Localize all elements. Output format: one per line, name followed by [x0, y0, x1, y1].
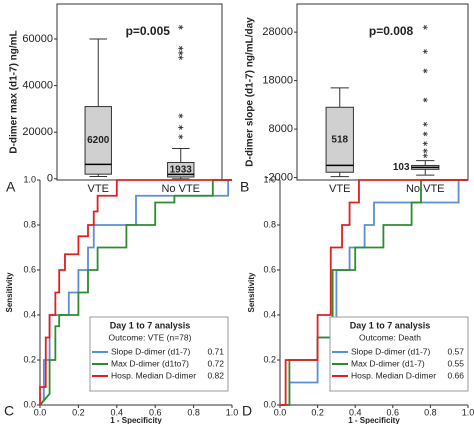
outlier	[422, 24, 428, 30]
x-tick-label: VTE	[329, 183, 350, 195]
outlier	[422, 141, 428, 147]
outlier	[178, 24, 184, 30]
outlier	[422, 153, 428, 159]
legend-label: Max D-dimer (d1to7)	[111, 358, 189, 368]
x-tick-label: 0.4	[349, 407, 362, 417]
x-tick-label: 0.8	[187, 407, 200, 417]
y-tick-label: 0.4	[23, 309, 36, 319]
x-tick-label: 0.0	[34, 407, 47, 417]
x-tick-label: 0.6	[387, 407, 400, 417]
median-label: 6200	[87, 135, 110, 146]
y-tick-label: 1.0	[23, 174, 36, 184]
roc-curve	[39, 179, 232, 405]
y-axis-label: D-dimer max (d1-7) ng/mL	[9, 30, 20, 153]
x-tick-label: 0.2	[311, 407, 324, 417]
y-axis-label: Sensitivity	[247, 272, 256, 313]
x-tick-label: 1.0	[226, 407, 239, 417]
x-tick-label: 0.0	[274, 407, 287, 417]
outlier	[422, 68, 428, 74]
panel-label: D	[242, 403, 252, 419]
y-axis-label: Sensitivity	[5, 272, 14, 313]
legend-label: Slope D-dimer (d1-7)	[111, 346, 191, 356]
legend-auc: 0.82	[207, 370, 224, 380]
median-label: 518	[331, 134, 348, 145]
x-tick-label: VTE	[88, 183, 109, 195]
roc-curve	[280, 179, 468, 406]
box	[167, 162, 195, 178]
y-tick-label: 0.2	[263, 354, 276, 364]
y-tick-label: -2000	[265, 171, 293, 183]
y-axis-label: D-dimer slope (d1-7) ng/mL/day	[245, 17, 256, 167]
x-tick-label: 1.0	[462, 407, 474, 417]
outlier	[178, 45, 184, 51]
box	[84, 106, 112, 175]
annotation: p=0.005	[126, 24, 171, 38]
x-tick-label: 0.4	[111, 407, 124, 417]
legend-title: Day 1 to 7 analysis	[110, 320, 191, 330]
legend-label: Hosp. Median D-dimer	[111, 370, 196, 380]
roc-curve	[39, 179, 232, 406]
legend-auc: 0.72	[207, 358, 224, 368]
y-tick-label: 20000	[22, 126, 53, 138]
outlier	[178, 50, 184, 56]
y-tick-label: 60000	[22, 33, 53, 45]
legend-title: Day 1 to 7 analysis	[350, 320, 431, 330]
outlier	[422, 49, 428, 54]
median-label: 1933	[170, 164, 193, 175]
annotation: p=0.008	[369, 24, 414, 38]
outlier	[422, 121, 428, 127]
y-tick-label: 0.8	[263, 219, 276, 229]
y-tick-label: 0.2	[23, 354, 36, 364]
x-tick-label: No VTE	[161, 183, 200, 195]
y-tick-label: 0.6	[23, 264, 36, 274]
y-tick-label: 8000	[269, 123, 293, 135]
y-tick-label: 0.4	[263, 309, 276, 319]
outlier	[178, 125, 184, 130]
x-axis-label: 1 - Specificity	[110, 416, 162, 424]
y-tick-label: 1.0	[263, 174, 276, 184]
x-tick-label: 0.6	[149, 407, 162, 417]
y-tick-label: 0	[47, 173, 53, 185]
legend-auc: 0.57	[447, 346, 464, 356]
x-axis-label: 1 - Specificity	[348, 416, 400, 424]
y-tick-label: 40000	[22, 79, 53, 91]
y-tick-label: 0.0	[23, 399, 36, 409]
y-tick-label: 18000	[262, 75, 293, 87]
y-tick-label: 0.8	[23, 219, 36, 229]
legend-auc: 0.66	[447, 370, 464, 380]
roc-curve	[39, 179, 232, 406]
legend-box	[329, 316, 469, 392]
outlier	[422, 148, 428, 154]
legend-subtitle: Outcome: VTE (n=78)	[109, 332, 192, 342]
median-label: 103	[393, 162, 410, 173]
outlier	[422, 131, 428, 137]
legend-auc: 0.55	[447, 358, 464, 368]
x-tick-label: 0.8	[424, 407, 437, 417]
y-tick-label: 0.0	[263, 399, 276, 409]
x-tick-label: 0.2	[72, 407, 85, 417]
legend-label: Max D-dimer (d1-7)	[351, 358, 425, 368]
legend-subtitle: Outcome: Death	[359, 332, 421, 342]
box	[325, 106, 354, 173]
outlier	[178, 55, 184, 60]
outlier	[178, 113, 184, 119]
y-tick-label: 0.6	[263, 264, 276, 274]
y-tick-label: 28000	[262, 26, 293, 38]
legend-label: Hosp. Median D-dimer	[351, 370, 436, 380]
legend-auc: 0.71	[207, 346, 224, 356]
outlier	[422, 97, 428, 103]
panel-label: B	[240, 179, 249, 195]
panel-label: A	[6, 179, 16, 195]
outlier	[178, 134, 184, 140]
panel-label: C	[4, 403, 14, 419]
x-tick-label: No VTE	[406, 183, 445, 195]
legend-box	[89, 316, 229, 392]
legend-label: Slope D-dimer (d1-7)	[351, 346, 431, 356]
